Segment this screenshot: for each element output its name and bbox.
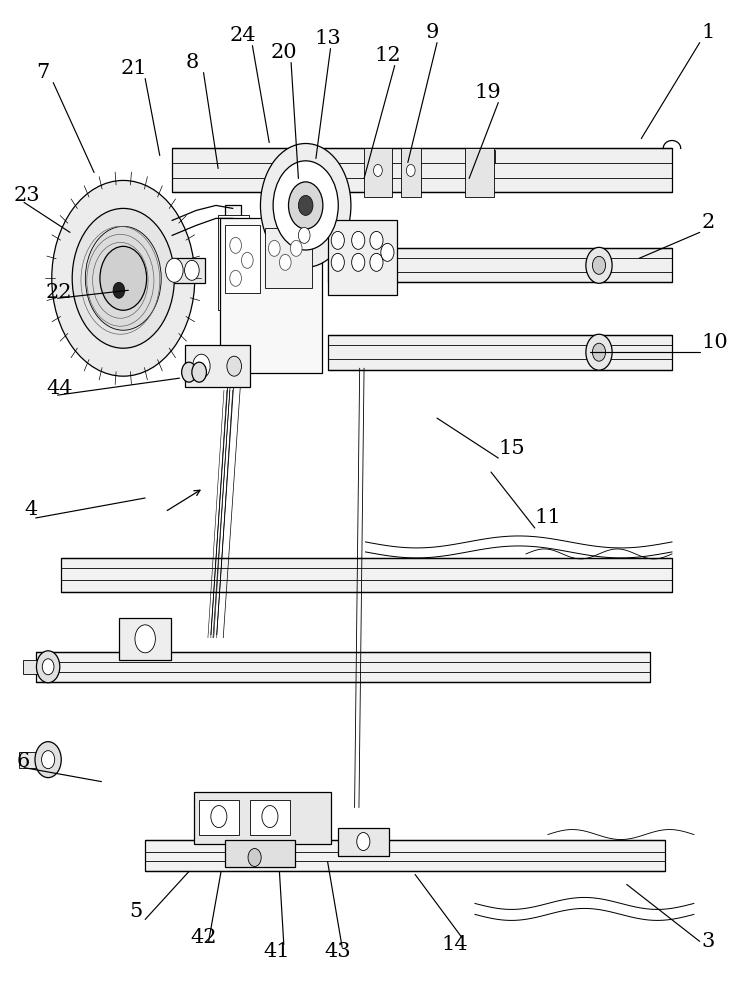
- Bar: [184, 345, 250, 387]
- Bar: [250, 800, 290, 835]
- Text: 23: 23: [14, 186, 40, 205]
- Bar: [146, 840, 664, 871]
- Circle shape: [51, 180, 195, 376]
- Text: 2: 2: [701, 213, 714, 232]
- Text: 7: 7: [37, 63, 50, 82]
- Circle shape: [135, 625, 155, 653]
- Circle shape: [298, 227, 310, 243]
- Circle shape: [331, 231, 345, 249]
- Text: 44: 44: [46, 379, 73, 398]
- Bar: [218, 215, 248, 310]
- Circle shape: [406, 164, 415, 176]
- Circle shape: [192, 362, 207, 382]
- Circle shape: [351, 253, 365, 271]
- Circle shape: [592, 343, 606, 361]
- Bar: [328, 220, 397, 295]
- Circle shape: [268, 240, 280, 256]
- Circle shape: [586, 334, 612, 370]
- Circle shape: [356, 833, 370, 851]
- Circle shape: [370, 253, 383, 271]
- Bar: [19, 752, 51, 768]
- Text: 11: 11: [535, 508, 562, 527]
- Circle shape: [165, 258, 183, 282]
- Circle shape: [260, 143, 351, 267]
- Text: 22: 22: [46, 283, 73, 302]
- Bar: [172, 148, 672, 192]
- Circle shape: [43, 659, 54, 675]
- Circle shape: [182, 362, 196, 382]
- Text: 5: 5: [129, 902, 143, 921]
- Bar: [165, 258, 205, 283]
- Circle shape: [37, 651, 60, 683]
- Circle shape: [262, 806, 278, 828]
- Text: 6: 6: [17, 752, 30, 771]
- Bar: [36, 652, 650, 682]
- Bar: [199, 800, 240, 835]
- Bar: [226, 225, 260, 293]
- Text: 42: 42: [190, 928, 217, 947]
- Circle shape: [273, 161, 338, 250]
- Circle shape: [85, 226, 161, 330]
- Text: 21: 21: [121, 59, 147, 78]
- Bar: [401, 148, 421, 197]
- Circle shape: [351, 231, 365, 249]
- Bar: [465, 148, 494, 197]
- Circle shape: [586, 247, 612, 283]
- Text: 43: 43: [324, 942, 351, 961]
- Circle shape: [279, 254, 291, 270]
- Circle shape: [298, 195, 313, 215]
- Text: 3: 3: [701, 932, 714, 951]
- Circle shape: [113, 282, 125, 298]
- Bar: [23, 660, 50, 674]
- Bar: [119, 618, 171, 660]
- Bar: [220, 218, 322, 373]
- Circle shape: [290, 240, 302, 256]
- Text: 10: 10: [701, 333, 728, 352]
- Text: 41: 41: [263, 942, 290, 961]
- Bar: [194, 792, 331, 844]
- Text: 20: 20: [270, 43, 297, 62]
- Text: 24: 24: [229, 26, 257, 45]
- Text: 8: 8: [185, 53, 198, 72]
- Text: 1: 1: [701, 23, 714, 42]
- Circle shape: [35, 742, 61, 778]
- Text: 13: 13: [314, 29, 341, 48]
- Circle shape: [230, 270, 242, 286]
- Circle shape: [184, 260, 199, 280]
- Bar: [60, 558, 672, 592]
- Bar: [328, 248, 672, 282]
- Circle shape: [381, 243, 394, 261]
- Circle shape: [72, 208, 174, 348]
- Circle shape: [242, 252, 253, 268]
- Circle shape: [592, 256, 606, 274]
- Bar: [364, 148, 392, 197]
- Text: 9: 9: [426, 23, 440, 42]
- Circle shape: [289, 182, 323, 229]
- Bar: [226, 205, 242, 353]
- Bar: [328, 335, 672, 370]
- Text: 15: 15: [498, 439, 525, 458]
- Bar: [226, 840, 295, 867]
- Circle shape: [42, 751, 54, 769]
- Text: 19: 19: [475, 83, 501, 102]
- Text: 12: 12: [374, 46, 401, 65]
- Circle shape: [373, 164, 382, 176]
- Bar: [338, 828, 389, 856]
- Circle shape: [227, 356, 242, 376]
- Circle shape: [193, 354, 210, 378]
- Text: 4: 4: [24, 500, 37, 519]
- Bar: [466, 150, 495, 163]
- Circle shape: [370, 231, 383, 249]
- Text: 14: 14: [441, 935, 468, 954]
- Circle shape: [100, 246, 146, 310]
- Circle shape: [331, 253, 345, 271]
- Bar: [265, 228, 312, 288]
- Circle shape: [248, 849, 261, 866]
- Circle shape: [230, 237, 242, 253]
- Circle shape: [211, 806, 227, 828]
